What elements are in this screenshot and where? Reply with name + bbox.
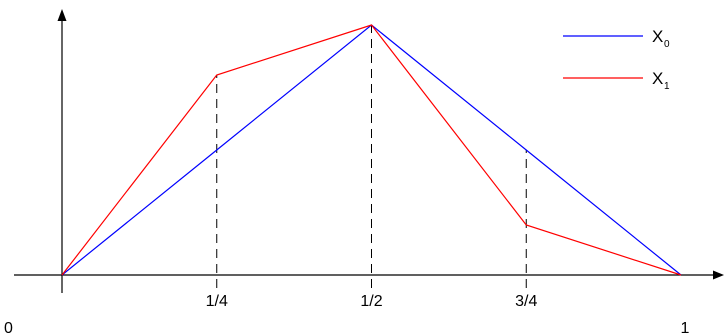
series-line-x1 (61, 24, 682, 276)
legend-label-subscript: 0 (664, 39, 670, 50)
legend-label: X (652, 69, 663, 88)
legend-label-subscript: 1 (664, 81, 670, 92)
x-axis-arrow (713, 270, 724, 280)
x-tick-label: 0 (4, 320, 13, 336)
axes (14, 9, 724, 293)
tick-labels: 0 1/4 1/2 3/4 1 (4, 293, 690, 336)
dashed-markers (216, 25, 527, 288)
x-tick-label: 3/4 (515, 293, 537, 310)
legend: X 0X 1 (563, 27, 670, 92)
x-tick-label: 1 (681, 320, 690, 336)
x-tick-label: 1/4 (206, 293, 228, 310)
series-layer (61, 24, 682, 276)
y-axis-arrow (57, 9, 67, 21)
legend-label: X (652, 27, 663, 46)
x-tick-label: 1/2 (360, 293, 382, 310)
